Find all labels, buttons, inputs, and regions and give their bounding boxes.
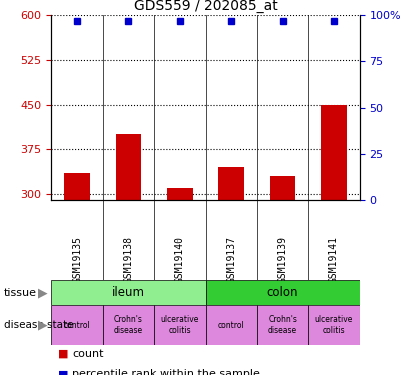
Text: GSM19140: GSM19140 (175, 236, 185, 283)
Text: GSM19137: GSM19137 (226, 236, 236, 283)
Text: ■: ■ (58, 369, 68, 375)
Text: GSM19138: GSM19138 (123, 236, 134, 283)
Bar (51, 305, 103, 345)
Bar (321, 105, 347, 200)
Bar (51, 280, 206, 305)
Text: tissue: tissue (4, 288, 37, 297)
Text: Crohn's
disease: Crohn's disease (268, 315, 297, 335)
Bar (270, 176, 296, 200)
Text: ▶: ▶ (38, 286, 48, 299)
Text: ▶: ▶ (38, 318, 48, 332)
Text: percentile rank within the sample: percentile rank within the sample (72, 369, 260, 375)
Text: colon: colon (267, 286, 298, 299)
Text: control: control (64, 321, 90, 330)
Text: ulcerative
colitis: ulcerative colitis (161, 315, 199, 335)
Bar (257, 305, 308, 345)
Text: GSM19135: GSM19135 (72, 236, 82, 283)
Text: ileum: ileum (112, 286, 145, 299)
Bar (103, 305, 154, 345)
Bar (206, 280, 360, 305)
Bar (308, 305, 360, 345)
Text: disease state: disease state (4, 320, 74, 330)
Title: GDS559 / 202085_at: GDS559 / 202085_at (134, 0, 277, 13)
Text: ulcerative
colitis: ulcerative colitis (315, 315, 353, 335)
Bar (154, 305, 206, 345)
Bar (218, 167, 244, 200)
Text: control: control (218, 321, 245, 330)
Bar (115, 134, 141, 200)
Bar (64, 173, 90, 200)
Bar (206, 305, 257, 345)
Text: ■: ■ (58, 349, 68, 359)
Text: Crohn's
disease: Crohn's disease (114, 315, 143, 335)
Bar (167, 188, 193, 200)
Text: GSM19141: GSM19141 (329, 236, 339, 283)
Text: GSM19139: GSM19139 (277, 236, 288, 283)
Text: count: count (72, 349, 104, 359)
